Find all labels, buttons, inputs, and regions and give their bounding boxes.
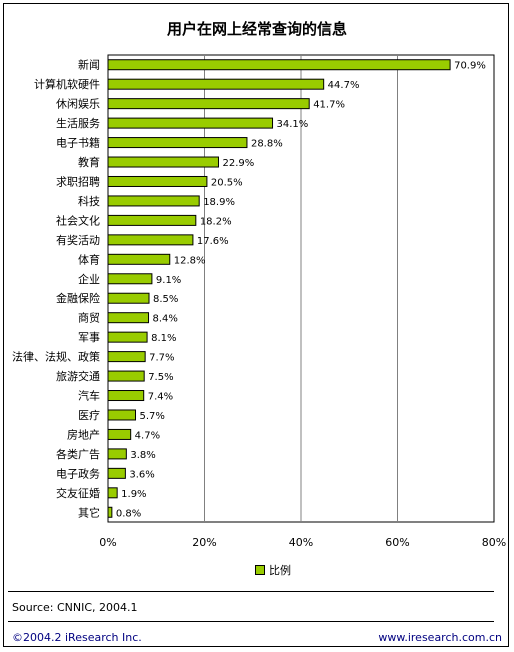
- bar: [107, 253, 171, 265]
- bar: [107, 175, 208, 187]
- bar: [107, 331, 148, 343]
- bar: [107, 137, 248, 149]
- x-tick-label: 80%: [482, 536, 506, 549]
- category-label: 教育: [78, 155, 100, 169]
- category-label: 医疗: [78, 408, 100, 422]
- bar: [107, 409, 137, 421]
- value-label: 18.9%: [203, 197, 235, 208]
- value-label: 8.5%: [153, 294, 178, 305]
- category-label: 军事: [78, 331, 100, 344]
- category-label: 其它: [78, 505, 100, 519]
- category-label: 汽车: [78, 389, 100, 403]
- category-label: 生活服务: [56, 116, 100, 130]
- value-label: 4.7%: [135, 430, 160, 441]
- bar: [107, 273, 153, 285]
- bar: [107, 214, 197, 226]
- category-label: 电子书籍: [56, 136, 100, 150]
- value-label: 7.7%: [149, 353, 174, 364]
- bar: [107, 506, 113, 518]
- category-label: 企业: [78, 272, 100, 286]
- category-label: 社会文化: [56, 213, 100, 227]
- value-label: 17.6%: [197, 236, 229, 247]
- bar: [107, 448, 127, 460]
- value-label: 1.9%: [121, 489, 146, 500]
- category-label: 金融保险: [56, 291, 100, 305]
- value-label: 3.8%: [130, 450, 155, 461]
- bar-chart: 0% 20% 40% 60% 80% 新闻 70.9% 计算机软硬件 44.7% 休闲娱乐 41.7…: [12, 54, 506, 549]
- value-label: 9.1%: [156, 275, 181, 286]
- category-label: 法律、法规、政策: [12, 350, 100, 364]
- footer-divider-bottom: [8, 621, 494, 622]
- value-label: 28.8%: [251, 139, 283, 150]
- value-label: 5.7%: [140, 411, 165, 422]
- category-label: 新闻: [78, 58, 100, 72]
- bar: [107, 467, 126, 479]
- bar: [107, 98, 310, 110]
- legend-label: 比例: [269, 564, 291, 577]
- bar: [107, 195, 200, 207]
- bar: [107, 312, 150, 324]
- copyright-text: ©2004.2 iResearch Inc.: [12, 631, 142, 644]
- value-label: 41.7%: [313, 100, 345, 111]
- bar: [107, 351, 146, 363]
- value-label: 8.4%: [153, 314, 178, 325]
- category-label: 交友征婚: [56, 486, 100, 500]
- source-note: Source: CNNIC, 2004.1: [12, 601, 138, 614]
- bar: [107, 234, 194, 246]
- category-label: 科技: [78, 194, 100, 208]
- bar: [107, 156, 219, 168]
- category-label: 休闲娱乐: [56, 97, 100, 111]
- value-label: 18.2%: [200, 216, 232, 227]
- value-label: 20.5%: [211, 177, 243, 188]
- website-link[interactable]: www.iresearch.com.cn: [378, 631, 502, 644]
- category-label: 计算机软硬件: [34, 77, 100, 91]
- bar: [107, 117, 274, 129]
- bar: [107, 487, 118, 499]
- legend-swatch: [255, 565, 265, 575]
- bar: [107, 370, 145, 382]
- category-label: 旅游交通: [56, 369, 100, 383]
- value-label: 44.7%: [328, 80, 360, 91]
- category-label: 商贸: [78, 311, 100, 325]
- bar: [107, 59, 451, 71]
- bar: [107, 292, 150, 304]
- x-tick-label: 20%: [192, 536, 216, 549]
- x-tick-label: 60%: [385, 536, 409, 549]
- value-label: 12.8%: [174, 255, 206, 266]
- category-label: 体育: [78, 252, 100, 266]
- value-label: 7.4%: [148, 392, 173, 403]
- category-label: 房地产: [67, 427, 100, 441]
- bar: [107, 390, 145, 402]
- chart-title: 用户在网上经常查询的信息: [166, 20, 347, 38]
- category-label: 各类广告: [56, 447, 100, 461]
- value-label: 8.1%: [151, 333, 176, 344]
- value-label: 22.9%: [222, 158, 254, 169]
- category-label: 求职招聘: [56, 174, 100, 188]
- value-label: 0.8%: [116, 508, 141, 519]
- value-label: 34.1%: [277, 119, 309, 130]
- category-label: 有奖活动: [56, 233, 100, 247]
- x-tick-label: 0%: [99, 536, 116, 549]
- bar: [107, 78, 325, 90]
- category-label: 电子政务: [56, 466, 100, 480]
- value-label: 7.5%: [148, 372, 173, 383]
- footer-divider-top: [8, 591, 494, 592]
- chart-frame: [3, 3, 509, 647]
- value-label: 70.9%: [454, 61, 486, 72]
- legend: 比例: [255, 562, 291, 578]
- x-tick-label: 40%: [289, 536, 313, 549]
- bar: [107, 428, 132, 440]
- value-label: 3.6%: [129, 469, 154, 480]
